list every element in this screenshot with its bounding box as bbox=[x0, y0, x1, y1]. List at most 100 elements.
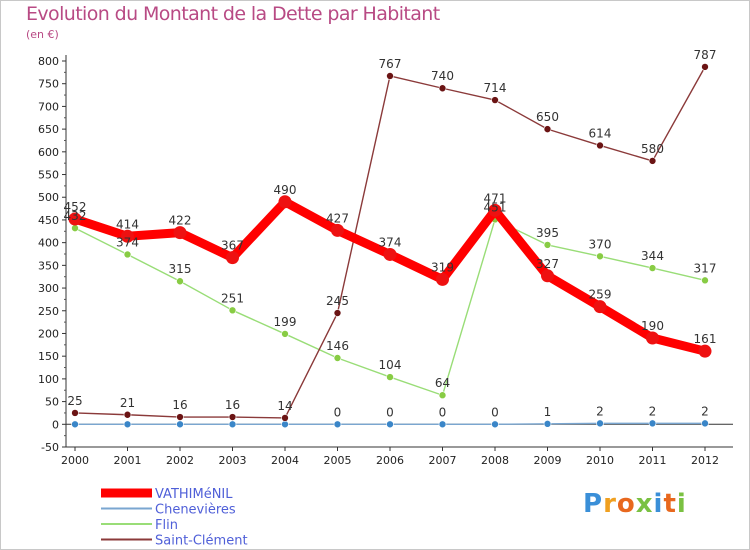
data-point bbox=[333, 420, 342, 429]
data-point bbox=[438, 420, 447, 429]
data-point bbox=[68, 212, 82, 226]
data-point bbox=[701, 63, 709, 71]
chart-title: Evolution du Montant de la Dette par Hab… bbox=[26, 3, 440, 25]
data-label: 767 bbox=[379, 57, 402, 71]
y-tick-label: 100 bbox=[38, 373, 59, 386]
data-label: 146 bbox=[326, 339, 349, 353]
data-label: 451 bbox=[484, 200, 507, 214]
series-1 bbox=[71, 419, 709, 429]
data-point bbox=[543, 420, 552, 428]
data-label: 259 bbox=[589, 288, 612, 302]
data-label: 422 bbox=[169, 214, 192, 228]
logo-letter: P bbox=[583, 489, 604, 519]
logo-letter: x bbox=[635, 489, 654, 519]
y-tick-label: 0 bbox=[52, 418, 59, 431]
legend-label: Flin bbox=[155, 518, 178, 533]
y-tick-label: 450 bbox=[38, 214, 59, 227]
data-point bbox=[331, 223, 344, 237]
data-point bbox=[541, 269, 554, 283]
x-tick-label: 2004 bbox=[271, 454, 299, 467]
series-3 bbox=[71, 63, 709, 422]
data-label: 14 bbox=[277, 399, 292, 413]
data-point bbox=[121, 229, 134, 243]
y-tick-label: 200 bbox=[38, 327, 59, 340]
data-label: 374 bbox=[116, 235, 139, 249]
data-label: 414 bbox=[116, 217, 139, 231]
x-tick-label: 2010 bbox=[586, 454, 614, 467]
data-label: 787 bbox=[694, 48, 717, 62]
chart-unit-label: (en €) bbox=[26, 28, 59, 41]
x-tick-label: 2003 bbox=[219, 454, 247, 467]
y-tick-label: 500 bbox=[38, 191, 59, 204]
data-point bbox=[701, 419, 709, 428]
logo-letter: o bbox=[616, 489, 636, 519]
logo-letter: t bbox=[663, 489, 677, 519]
data-label: 25 bbox=[67, 394, 82, 408]
y-tick-label: 650 bbox=[38, 123, 59, 136]
y-tick-label: 750 bbox=[38, 78, 59, 91]
data-label: 367 bbox=[221, 239, 244, 253]
data-label: 161 bbox=[694, 332, 717, 346]
data-point bbox=[281, 414, 289, 422]
data-label: 452 bbox=[64, 200, 87, 214]
data-point bbox=[281, 420, 289, 429]
data-point bbox=[123, 410, 132, 419]
y-tick-label: 700 bbox=[38, 100, 59, 113]
data-label: 251 bbox=[221, 291, 244, 305]
data-point bbox=[71, 224, 79, 232]
data-label: 2 bbox=[596, 404, 604, 418]
y-tick-label: 250 bbox=[38, 305, 59, 318]
data-label: 245 bbox=[326, 294, 349, 308]
data-point bbox=[383, 247, 397, 261]
y-tick-label: 800 bbox=[38, 55, 59, 68]
x-tick-label: 2007 bbox=[429, 454, 457, 467]
proxiti-logo: Proxiti bbox=[583, 489, 687, 519]
data-label: 374 bbox=[379, 235, 402, 249]
data-point bbox=[176, 420, 184, 429]
data-label: 190 bbox=[641, 319, 664, 333]
y-tick-label: 600 bbox=[38, 146, 59, 159]
data-label: 471 bbox=[484, 191, 507, 205]
data-point bbox=[226, 251, 239, 265]
data-point bbox=[648, 264, 657, 272]
data-label: 315 bbox=[169, 262, 192, 276]
data-label: 0 bbox=[386, 405, 394, 419]
y-tick-label: -50 bbox=[41, 441, 59, 454]
data-point bbox=[278, 195, 292, 209]
x-tick-label: 2009 bbox=[534, 454, 562, 467]
data-point bbox=[648, 157, 657, 165]
data-point bbox=[436, 272, 449, 286]
legend-label: VATHIMéNIL bbox=[155, 487, 233, 502]
data-point bbox=[543, 125, 552, 133]
data-point bbox=[646, 331, 659, 345]
data-point bbox=[488, 203, 502, 217]
data-label: 199 bbox=[274, 315, 297, 329]
data-label: 580 bbox=[641, 142, 664, 156]
data-point bbox=[333, 354, 342, 362]
y-tick-label: 550 bbox=[38, 169, 59, 182]
logo-letter: i bbox=[676, 489, 687, 519]
data-label: 0 bbox=[334, 405, 342, 419]
data-label: 344 bbox=[641, 249, 664, 263]
data-label: 432 bbox=[64, 209, 87, 223]
data-label: 0 bbox=[439, 405, 447, 419]
logo-letter: r bbox=[603, 489, 617, 519]
data-label: 2 bbox=[649, 404, 657, 418]
data-point bbox=[596, 419, 604, 428]
data-point bbox=[386, 373, 394, 381]
data-point bbox=[71, 409, 79, 417]
data-labels-layer: 0 0 0 0 1 2 2 2 432 374 315 251 199 146 104 64 451 395 370… bbox=[64, 48, 717, 419]
y-tick-label: 350 bbox=[38, 259, 59, 272]
data-point bbox=[123, 250, 132, 259]
data-label: 327 bbox=[536, 257, 559, 271]
x-tick-label: 2006 bbox=[376, 454, 404, 467]
data-label: 16 bbox=[172, 398, 187, 412]
data-point bbox=[386, 420, 394, 429]
data-point bbox=[438, 391, 447, 400]
data-label: 104 bbox=[379, 358, 402, 372]
y-tick-label: 300 bbox=[38, 282, 59, 295]
data-point bbox=[596, 252, 604, 261]
data-point bbox=[438, 84, 447, 93]
